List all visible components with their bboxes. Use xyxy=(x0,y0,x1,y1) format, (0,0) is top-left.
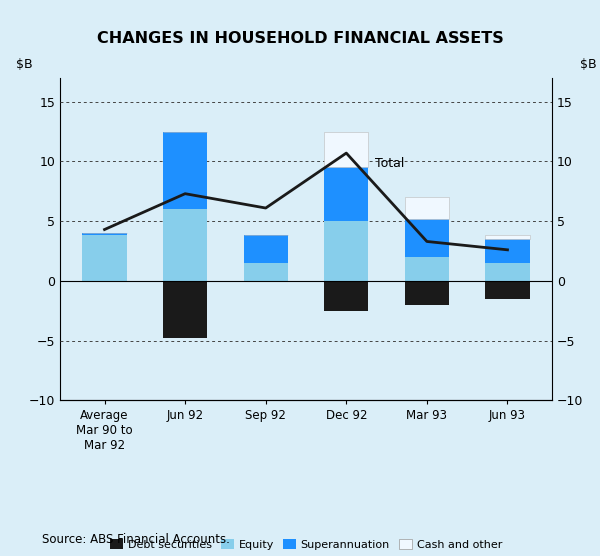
Text: Source: ABS Financial Accounts.: Source: ABS Financial Accounts. xyxy=(42,533,230,546)
Bar xyxy=(405,281,449,305)
Bar xyxy=(324,132,368,167)
Legend: Debt securities, Equity, Superannuation, Cash and other: Debt securities, Equity, Superannuation,… xyxy=(106,535,506,554)
Bar xyxy=(485,236,530,239)
Bar xyxy=(82,233,127,236)
Bar xyxy=(324,281,368,311)
Bar xyxy=(163,281,207,338)
Bar xyxy=(405,257,449,281)
Bar xyxy=(163,209,207,281)
Bar xyxy=(485,239,530,263)
Bar xyxy=(82,236,127,281)
Bar xyxy=(244,263,288,281)
Bar xyxy=(405,197,449,219)
Text: Total: Total xyxy=(374,157,404,171)
Bar xyxy=(405,219,449,257)
Bar xyxy=(485,281,530,299)
Text: $B: $B xyxy=(16,58,32,71)
Text: CHANGES IN HOUSEHOLD FINANCIAL ASSETS: CHANGES IN HOUSEHOLD FINANCIAL ASSETS xyxy=(97,32,503,46)
Bar xyxy=(163,132,207,209)
Text: $B: $B xyxy=(580,58,596,71)
Bar xyxy=(485,263,530,281)
Bar xyxy=(324,167,368,221)
Bar xyxy=(324,221,368,281)
Bar xyxy=(244,236,288,263)
